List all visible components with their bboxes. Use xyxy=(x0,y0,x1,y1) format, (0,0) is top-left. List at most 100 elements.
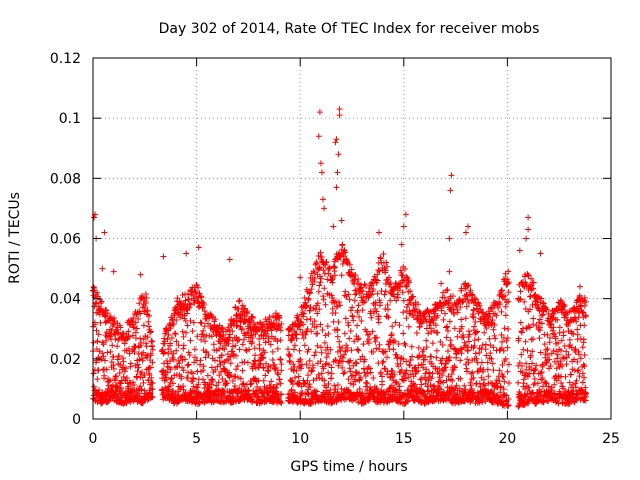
data-point xyxy=(473,355,480,362)
data-point xyxy=(406,362,413,369)
data-point xyxy=(574,326,581,333)
data-point xyxy=(137,310,144,317)
data-point xyxy=(240,380,247,387)
data-point xyxy=(390,346,397,353)
data-point xyxy=(334,303,341,310)
data-point xyxy=(358,317,365,324)
data-point xyxy=(95,331,102,338)
data-point xyxy=(362,282,369,289)
data-point xyxy=(547,321,554,328)
data-point xyxy=(438,307,445,314)
data-point xyxy=(540,300,547,307)
data-point xyxy=(193,388,200,395)
data-point xyxy=(335,318,342,325)
data-point xyxy=(194,384,201,391)
data-point xyxy=(115,353,122,360)
data-point xyxy=(502,292,509,299)
data-point xyxy=(277,327,284,334)
data-point xyxy=(334,388,341,395)
data-point xyxy=(535,319,542,326)
data-point xyxy=(343,259,350,266)
data-point xyxy=(402,211,409,218)
data-point xyxy=(477,365,484,372)
data-point xyxy=(377,255,384,262)
data-point xyxy=(373,308,380,315)
data-point xyxy=(302,331,309,338)
data-point xyxy=(498,308,505,315)
data-point xyxy=(317,160,324,167)
data-point xyxy=(207,322,214,329)
data-point xyxy=(342,249,349,256)
data-point xyxy=(99,350,106,357)
data-point xyxy=(321,205,328,212)
data-point xyxy=(201,308,208,315)
data-point xyxy=(565,319,572,326)
data-point xyxy=(443,377,450,384)
data-point xyxy=(385,314,392,321)
data-point xyxy=(171,372,178,379)
data-point xyxy=(429,340,436,347)
data-point xyxy=(367,308,374,315)
data-point xyxy=(441,368,448,375)
data-point xyxy=(367,365,374,372)
data-point xyxy=(480,393,487,400)
data-point xyxy=(461,339,468,346)
data-point xyxy=(405,279,412,286)
data-point xyxy=(304,326,311,333)
data-point xyxy=(161,340,168,347)
data-point xyxy=(557,358,564,365)
data-point xyxy=(352,378,359,385)
data-point xyxy=(575,366,582,373)
data-point xyxy=(479,342,486,349)
y-tick-label: 0.02 xyxy=(50,352,81,368)
data-point xyxy=(560,332,567,339)
data-point xyxy=(120,358,127,365)
data-point xyxy=(244,329,251,336)
data-point xyxy=(133,373,140,380)
data-point xyxy=(580,361,587,368)
data-point xyxy=(347,328,354,335)
data-point xyxy=(556,324,563,331)
data-point xyxy=(531,367,538,374)
data-point xyxy=(373,345,380,352)
data-point xyxy=(442,310,449,317)
data-point xyxy=(397,283,404,290)
data-point xyxy=(488,319,495,326)
data-point xyxy=(200,363,207,370)
data-point xyxy=(117,380,124,387)
data-point xyxy=(322,332,329,339)
data-point xyxy=(565,328,572,335)
data-point xyxy=(403,273,410,280)
data-point xyxy=(341,330,348,337)
data-point xyxy=(93,327,100,334)
data-point xyxy=(174,295,181,302)
data-point xyxy=(198,336,205,343)
data-point xyxy=(471,323,478,330)
data-point xyxy=(451,363,458,370)
data-point xyxy=(160,253,167,260)
data-point xyxy=(452,346,459,353)
data-point xyxy=(298,365,305,372)
data-point xyxy=(214,363,221,370)
data-point xyxy=(539,383,546,390)
data-point xyxy=(333,184,340,191)
data-point xyxy=(219,324,226,331)
data-point xyxy=(184,322,191,329)
data-point xyxy=(225,340,232,347)
data-point xyxy=(266,314,273,321)
data-point xyxy=(236,297,243,304)
data-point xyxy=(220,331,227,338)
data-point xyxy=(173,317,180,324)
data-point xyxy=(440,379,447,386)
data-point xyxy=(445,299,452,306)
data-point xyxy=(314,300,321,307)
data-point xyxy=(288,386,295,393)
data-point xyxy=(336,302,343,309)
data-point xyxy=(354,307,361,314)
data-point xyxy=(137,383,144,390)
data-point xyxy=(565,351,572,358)
data-point xyxy=(472,296,479,303)
y-tick-label: 0.1 xyxy=(59,111,81,127)
data-point xyxy=(248,380,255,387)
data-point xyxy=(345,322,352,329)
